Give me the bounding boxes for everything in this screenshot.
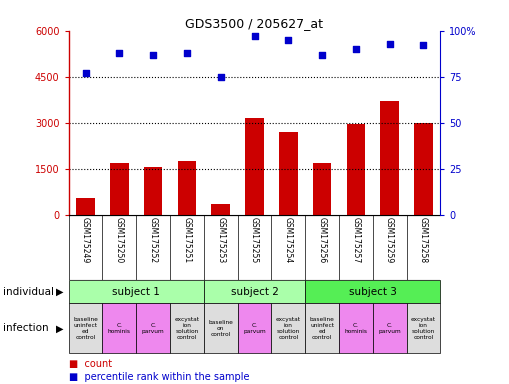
Text: baseline
uninfect
ed
control: baseline uninfect ed control (73, 317, 98, 339)
Point (385, 41, 393, 47)
Bar (380, 101, 399, 215)
Text: baseline
on
control: baseline on control (208, 320, 233, 337)
Point (419, 42, 428, 48)
Text: subject 3: subject 3 (349, 287, 397, 297)
Text: C.
parvum: C. parvum (378, 323, 401, 334)
Text: GSM175254: GSM175254 (284, 217, 293, 263)
Text: ■  count: ■ count (69, 359, 112, 369)
Bar (110, 163, 129, 215)
Text: C.
parvum: C. parvum (243, 323, 266, 334)
Bar (69, 303, 102, 353)
Bar (76, 198, 95, 215)
Text: GSM175255: GSM175255 (250, 217, 259, 263)
Text: GSM175252: GSM175252 (149, 217, 158, 263)
Point (183, 50, 191, 56)
Text: ▶: ▶ (56, 287, 64, 297)
Text: C.
hominis: C. hominis (344, 323, 367, 334)
Text: GSM175253: GSM175253 (216, 217, 225, 263)
Text: GSM175250: GSM175250 (115, 217, 124, 263)
Bar (339, 303, 373, 353)
Bar (170, 303, 204, 353)
Bar (271, 303, 305, 353)
Bar (204, 280, 305, 303)
Bar (279, 132, 298, 215)
Bar (245, 118, 264, 215)
Title: GDS3500 / 205627_at: GDS3500 / 205627_at (185, 17, 324, 30)
Point (318, 51, 326, 58)
Point (284, 37, 292, 43)
Bar (373, 303, 407, 353)
Text: subject 2: subject 2 (231, 287, 278, 297)
Point (81, 70, 90, 76)
Bar (204, 303, 238, 353)
Text: GSM175259: GSM175259 (385, 217, 394, 263)
Text: ■  percentile rank within the sample: ■ percentile rank within the sample (69, 372, 249, 382)
Bar (69, 280, 204, 303)
Point (352, 46, 360, 52)
Bar (313, 163, 331, 215)
Text: GSM175256: GSM175256 (318, 217, 327, 263)
Text: individual: individual (3, 287, 53, 297)
Text: GSM175258: GSM175258 (419, 217, 428, 263)
Text: GSM175249: GSM175249 (81, 217, 90, 263)
Bar (305, 280, 440, 303)
Text: ▶: ▶ (56, 323, 64, 333)
Bar (102, 303, 136, 353)
Text: C.
parvum: C. parvum (142, 323, 164, 334)
Point (217, 74, 225, 80)
Point (116, 50, 124, 56)
Text: excystat
ion
solution
control: excystat ion solution control (175, 317, 200, 339)
Bar (347, 124, 365, 215)
Bar (305, 303, 339, 353)
Text: infection: infection (3, 323, 48, 333)
Text: excystat
ion
solution
control: excystat ion solution control (276, 317, 301, 339)
Text: excystat
ion
solution
control: excystat ion solution control (411, 317, 436, 339)
Bar (136, 303, 170, 353)
Bar (238, 303, 271, 353)
Bar (144, 167, 162, 215)
Bar (178, 161, 196, 215)
Text: baseline
uninfect
ed
control: baseline uninfect ed control (309, 317, 334, 339)
Bar (407, 303, 440, 353)
Point (149, 51, 157, 58)
Text: GSM175257: GSM175257 (351, 217, 360, 263)
Bar (414, 123, 433, 215)
Text: GSM175251: GSM175251 (182, 217, 191, 263)
Bar (211, 204, 230, 215)
Text: subject 1: subject 1 (112, 287, 160, 297)
Text: C.
hominis: C. hominis (108, 323, 131, 334)
Point (250, 33, 259, 39)
